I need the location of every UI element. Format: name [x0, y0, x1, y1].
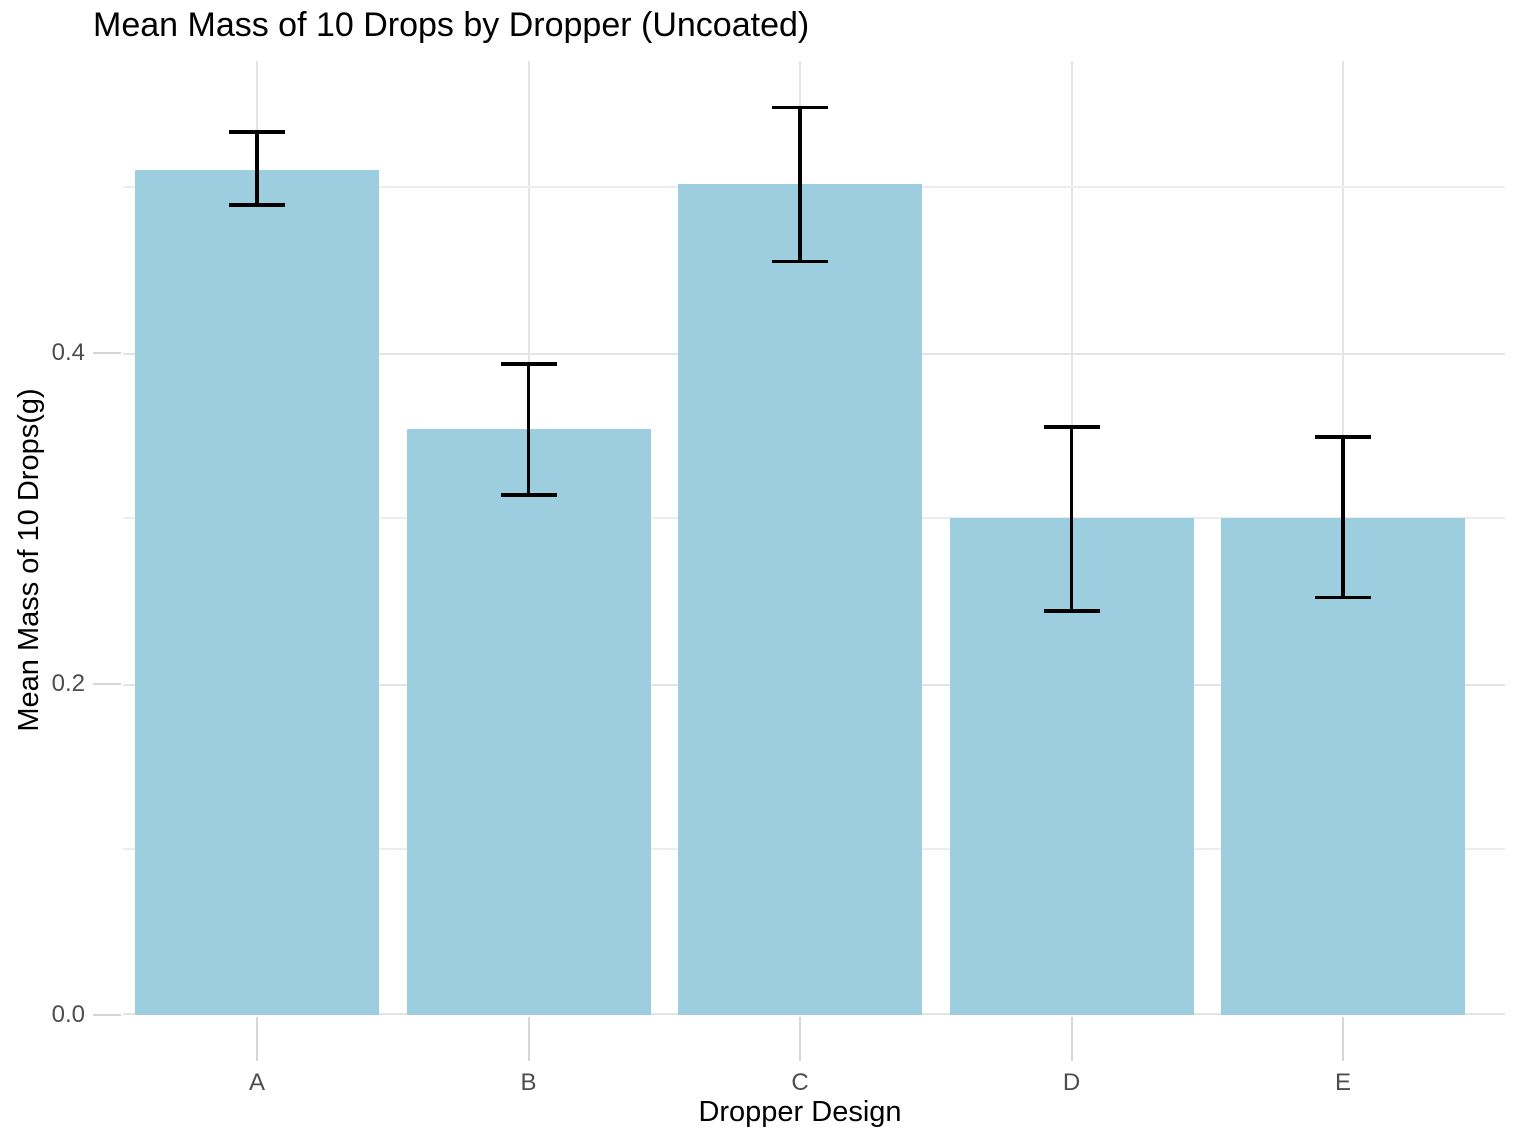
bar-B [406, 428, 651, 1015]
x-axis-title: Dropper Design [698, 1096, 902, 1128]
error-bar-bottom-cap-C [772, 259, 828, 264]
error-bar-bottom-cap-D [1043, 609, 1100, 613]
error-bar-top-cap-E [1315, 435, 1371, 439]
x-tick-D [1070, 1017, 1073, 1061]
error-bar-bottom-cap-E [1315, 595, 1371, 600]
plot-panel [123, 61, 1505, 1015]
error-bar-top-cap-D [1043, 425, 1100, 429]
x-tick-A [256, 1017, 258, 1061]
error-bar-top-cap-B [500, 362, 557, 366]
error-bar-stem-E [1341, 436, 1345, 598]
y-tick-0.0 [93, 1014, 121, 1016]
x-tick-E [1342, 1017, 1344, 1061]
x-tick-label-A: A [248, 1069, 265, 1096]
x-tick-C [799, 1017, 801, 1061]
y-tick-label-0.4: 0.4 [51, 338, 85, 366]
x-tick-label-E: E [1334, 1069, 1351, 1096]
y-tick-label-0.0: 0.0 [51, 1001, 85, 1028]
y-tick-0.2 [93, 682, 121, 685]
error-bar-stem-B [526, 364, 531, 495]
error-bar-stem-C [798, 107, 802, 262]
x-tick-B [527, 1017, 530, 1061]
error-bar-top-cap-C [772, 105, 828, 110]
y-tick-label-0.2: 0.2 [51, 669, 85, 697]
x-tick-label-C: C [791, 1069, 809, 1096]
y-tick-0.4 [93, 351, 121, 354]
bar-A [135, 170, 379, 1015]
bar-E [1221, 518, 1465, 1015]
x-tick-label-B: B [520, 1069, 537, 1096]
error-bar-bottom-cap-A [229, 203, 285, 207]
x-tick-label-D: D [1062, 1069, 1081, 1096]
error-bar-stem-A [255, 132, 259, 206]
error-bar-stem-D [1069, 427, 1074, 611]
bar-C [678, 183, 922, 1015]
error-bar-bottom-cap-B [500, 493, 557, 497]
chart-title: Mean Mass of 10 Drops by Dropper (Uncoat… [93, 6, 810, 44]
error-bar-top-cap-A [229, 130, 285, 134]
y-axis-title: Mean Mass of 10 Drops(g) [13, 388, 45, 732]
